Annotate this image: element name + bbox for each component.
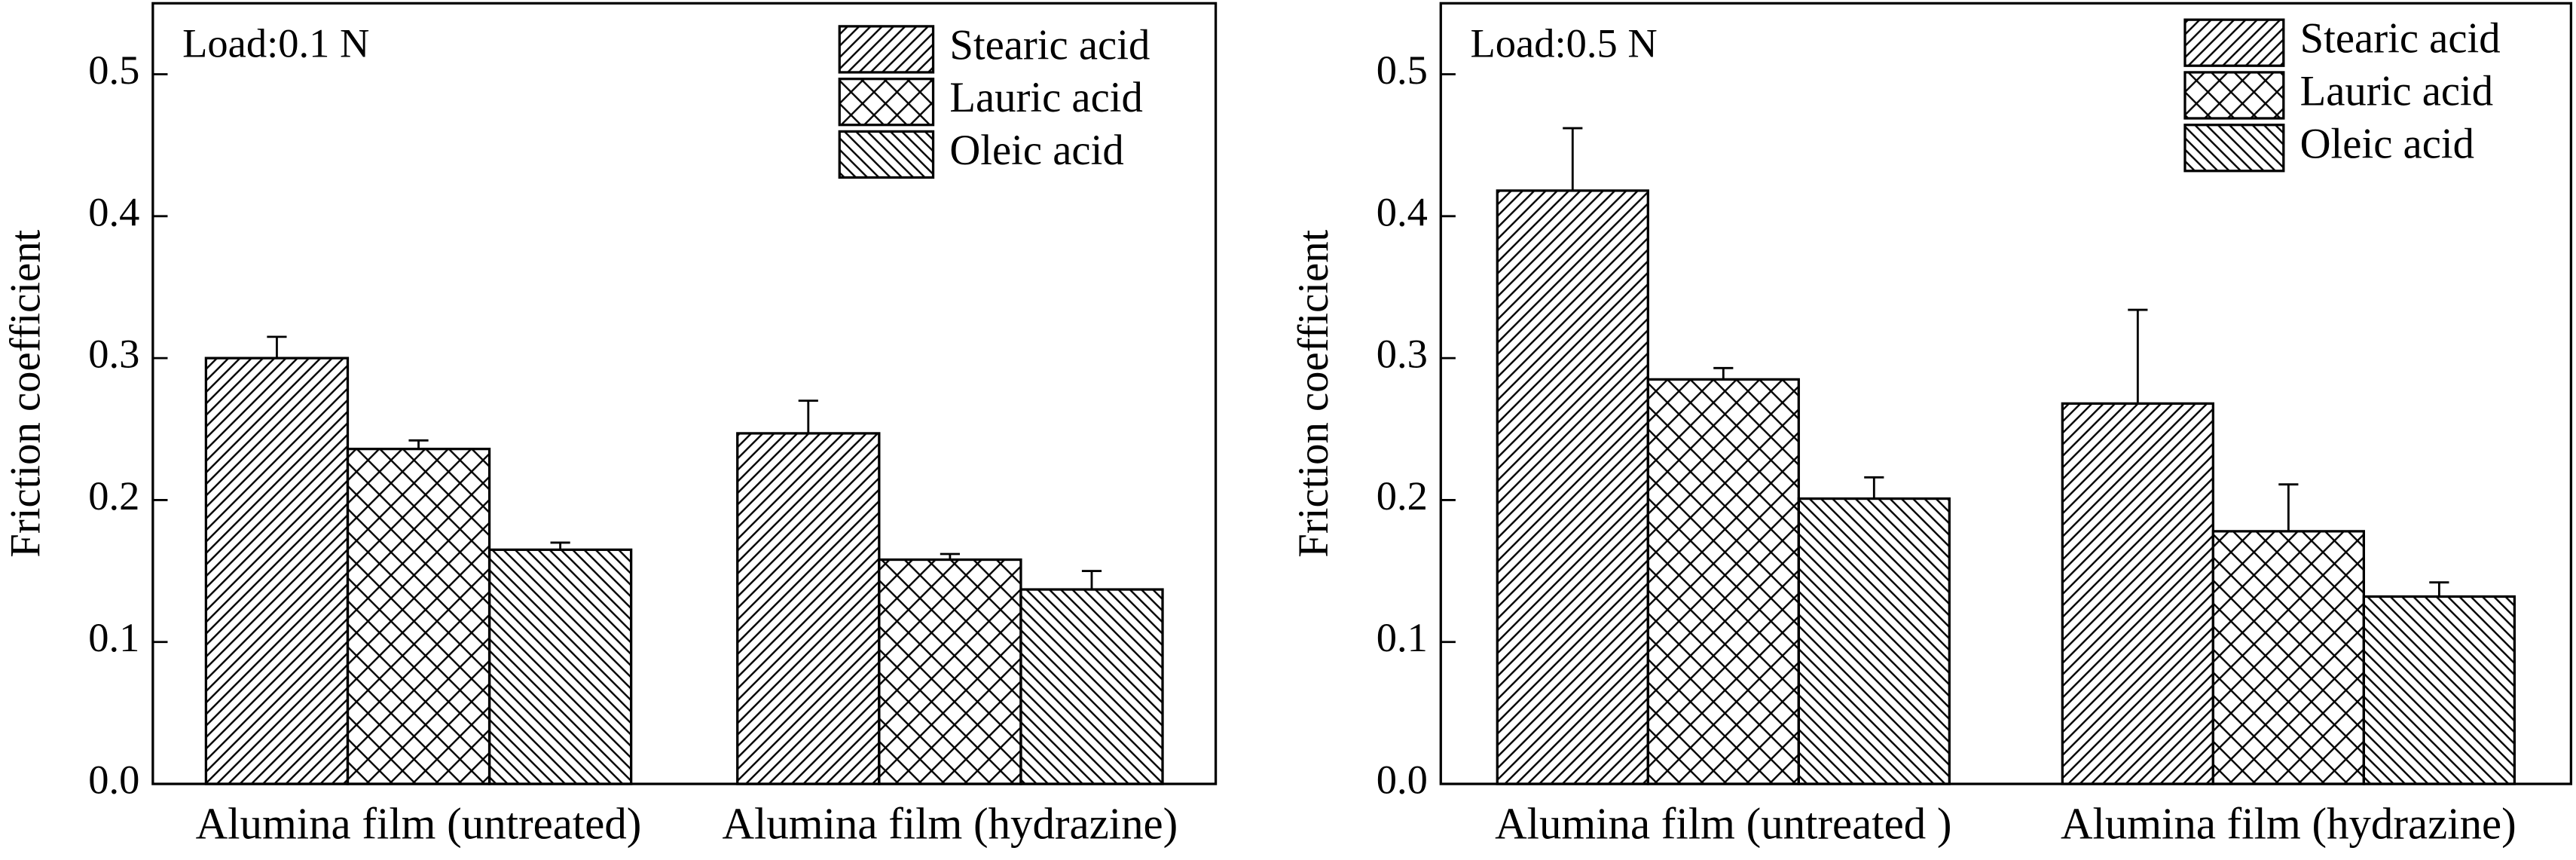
annotation: Load:0.5 N	[1471, 20, 1658, 66]
y-tick-label: 0.0	[88, 757, 139, 803]
y-axis-label: Friction coefficient	[2, 229, 49, 557]
x-tick-label: Alumina film (untreated )	[1495, 799, 1951, 848]
bar	[736, 432, 881, 785]
bar	[1646, 378, 1800, 785]
bar	[878, 558, 1022, 785]
legend-swatch	[2183, 124, 2285, 173]
bar	[346, 448, 491, 785]
legend-swatch	[2183, 18, 2285, 67]
legend-label: Stearic acid	[949, 21, 1150, 69]
bar	[2061, 402, 2214, 785]
legend-swatch	[2183, 71, 2285, 120]
y-tick-label: 0.0	[1377, 757, 1428, 803]
x-tick-label: Alumina film (hydrazine)	[723, 799, 1178, 848]
y-tick-label: 0.4	[1377, 188, 1428, 234]
bar	[1019, 588, 1164, 785]
bar	[1797, 497, 1951, 785]
y-tick-label: 0.5	[88, 47, 139, 93]
plot-frame	[151, 2, 1218, 785]
y-tick-label: 0.1	[88, 614, 139, 660]
legend-label: Lauric acid	[949, 74, 1143, 121]
legend-swatch	[838, 25, 935, 74]
x-tick-label: Alumina film (hydrazine)	[2061, 799, 2516, 848]
y-tick-label: 0.5	[1377, 47, 1428, 93]
bar	[1496, 189, 1649, 785]
bar	[487, 548, 633, 785]
y-tick-label: 0.4	[88, 188, 139, 234]
x-tick-label: Alumina film (untreated)	[196, 799, 642, 848]
plot-frame	[1439, 2, 2573, 785]
bar	[2362, 595, 2516, 785]
legend-label: Stearic acid	[2300, 15, 2501, 63]
legend-swatch	[838, 78, 935, 127]
legend-label: Oleic acid	[2300, 120, 2474, 167]
legend-label: Lauric acid	[2300, 67, 2494, 115]
y-axis-label: Friction coefficient	[1290, 229, 1337, 557]
y-tick-label: 0.1	[1377, 614, 1428, 660]
annotation: Load:0.1 N	[182, 20, 369, 66]
y-tick-label: 0.2	[1377, 473, 1428, 519]
bar	[204, 357, 350, 785]
y-tick-label: 0.3	[1377, 331, 1428, 377]
y-tick-label: 0.3	[88, 331, 139, 377]
y-tick-label: 0.2	[88, 473, 139, 519]
legend-label: Oleic acid	[949, 127, 1123, 174]
legend-swatch	[838, 130, 935, 179]
bar	[2211, 530, 2366, 785]
